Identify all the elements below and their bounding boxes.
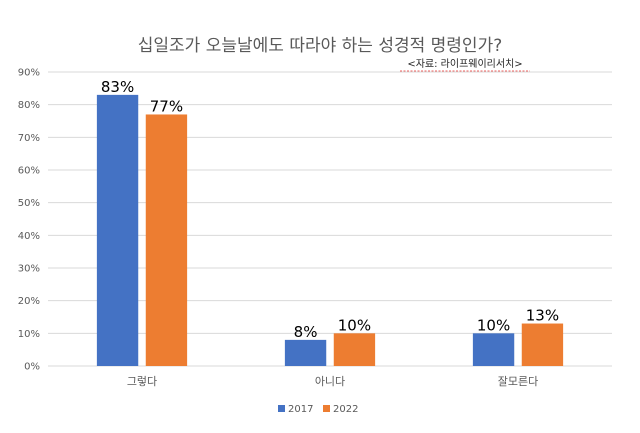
data-label: 8% <box>294 323 318 341</box>
legend-label: 2017 <box>288 404 313 415</box>
bars <box>96 94 564 366</box>
category-label: 그렇다 <box>127 375 157 388</box>
data-label: 13% <box>526 307 559 325</box>
bar-2017-1 <box>284 339 327 366</box>
y-tick-label: 60% <box>18 166 40 177</box>
bar-2022-1 <box>333 333 376 366</box>
legend-swatch-2017 <box>278 405 285 412</box>
data-label: 77% <box>150 97 183 115</box>
legend-swatch-2022 <box>323 405 330 412</box>
y-tick-label: 90% <box>18 68 40 79</box>
y-tick-label: 0% <box>24 362 40 373</box>
legend-label: 2022 <box>333 404 358 415</box>
y-tick-label: 10% <box>18 329 40 340</box>
category-label: 아니다 <box>315 375 345 388</box>
bar-2017-2 <box>472 333 515 366</box>
gridlines <box>48 71 612 367</box>
data-label: 10% <box>338 316 371 334</box>
y-tick-label: 80% <box>18 100 40 111</box>
y-tick-label: 20% <box>18 296 40 307</box>
chart-source: <자료: 라이프웨이리서치> <box>407 58 522 70</box>
data-label: 10% <box>477 316 510 334</box>
y-tick-label: 40% <box>18 231 40 242</box>
legend: 2017 2022 <box>278 404 358 415</box>
y-tick-label: 30% <box>18 264 40 275</box>
chart-title: 십일조가 오늘날에도 따라야 하는 성경적 명령인가? <box>138 36 502 56</box>
y-axis-ticks: 0% 10% 20% 30% 40% 50% 60% 70% 80% 90% <box>18 68 40 373</box>
x-axis-categories: 그렇다 아니다 잘모른다 <box>127 375 538 388</box>
category-label: 잘모른다 <box>498 375 538 388</box>
data-labels: 83% 77% 8% 10% 10% 13% <box>101 78 559 341</box>
bar-2022-0 <box>145 114 188 366</box>
bar-2017-0 <box>96 94 139 366</box>
y-tick-label: 70% <box>18 133 40 144</box>
data-label: 83% <box>101 78 134 96</box>
bar-2022-2 <box>521 323 564 366</box>
y-tick-label: 50% <box>18 198 40 209</box>
